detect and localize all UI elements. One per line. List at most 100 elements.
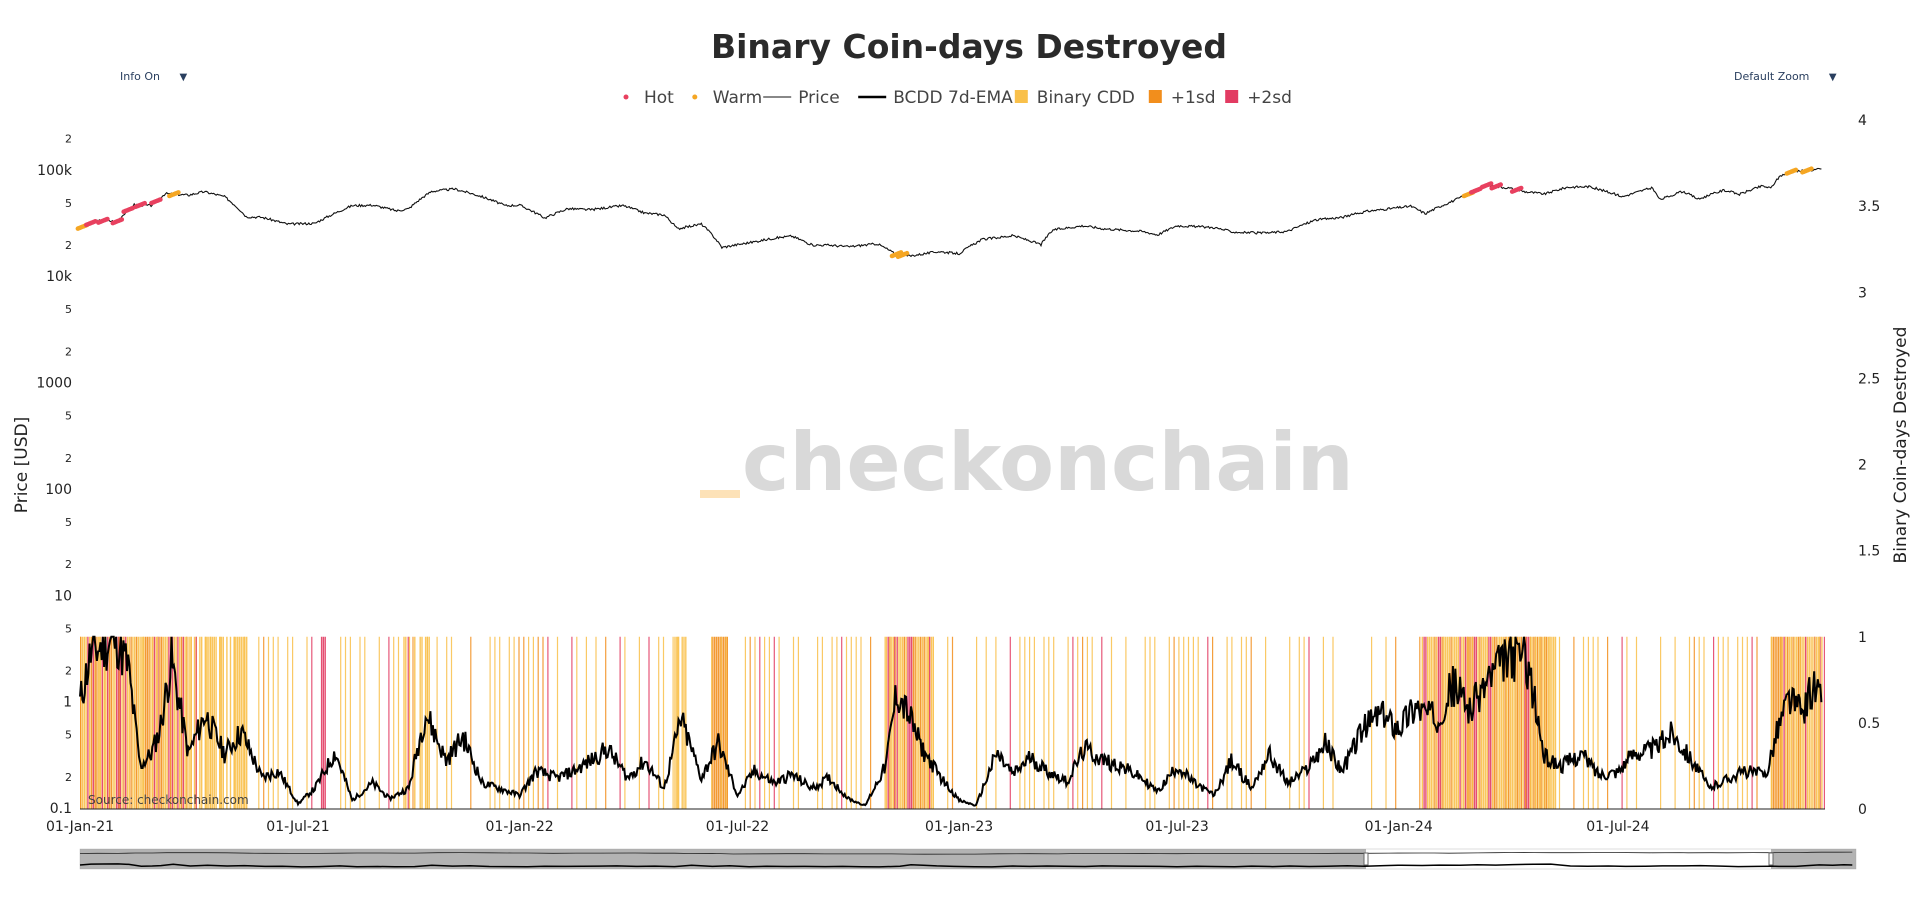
y-right-axis: 0 0.5 1 1.5 2 2.5 3 3.5 4 bbox=[1858, 113, 1880, 818]
binary-cdd-bar bbox=[845, 636, 848, 809]
binary-cdd-bar bbox=[240, 636, 242, 809]
binary-cdd-bar bbox=[405, 636, 407, 809]
binary-cdd-bar bbox=[595, 636, 597, 809]
binary-cdd-bar bbox=[128, 636, 130, 809]
x-tick-label: 01-Jan-22 bbox=[486, 819, 554, 835]
hot-marker bbox=[1518, 185, 1524, 191]
y-left-tick-label: 2 bbox=[65, 665, 72, 678]
binary-cdd-bar bbox=[995, 636, 997, 809]
binary-cdd-bar bbox=[1168, 636, 1170, 809]
binary-cdd-bar bbox=[1245, 636, 1247, 809]
binary-cdd-bar bbox=[1446, 636, 1449, 809]
binary-cdd-bar bbox=[344, 636, 347, 809]
legend-item--2sd[interactable]: +2sd bbox=[1225, 88, 1292, 108]
binary-cdd-bar bbox=[407, 636, 409, 809]
binary-cdd-bar bbox=[1626, 636, 1628, 809]
legend-swatch bbox=[692, 94, 698, 100]
binary-cdd-bar bbox=[925, 636, 927, 809]
binary-cdd-bar bbox=[901, 636, 904, 809]
binary-cdd-bar bbox=[306, 636, 308, 809]
chart-title: Binary Coin-days Destroyed bbox=[711, 27, 1227, 66]
binary-cdd-bar bbox=[267, 636, 270, 809]
y-left-tick-label: 1 bbox=[63, 695, 72, 711]
binary-cdd-bar bbox=[1082, 636, 1084, 809]
y-right-tick-label: 0 bbox=[1858, 802, 1867, 818]
binary-cdd-bar bbox=[528, 636, 530, 809]
binary-cdd-bar bbox=[206, 636, 208, 809]
binary-cdd-bar bbox=[1520, 636, 1522, 809]
hot-marker bbox=[142, 200, 147, 206]
binary-cdd-bar bbox=[619, 636, 621, 809]
binary-cdd-bar bbox=[1823, 636, 1825, 809]
binary-cdd-bar bbox=[1154, 636, 1156, 809]
binary-cdd-bar bbox=[892, 636, 895, 809]
y-left-tick-label: 2 bbox=[65, 239, 72, 252]
binary-cdd-bar bbox=[1423, 636, 1425, 809]
binary-cdd-bar bbox=[1746, 636, 1748, 809]
legend-item--1sd[interactable]: +1sd bbox=[1148, 88, 1216, 108]
binary-cdd-bar bbox=[235, 636, 237, 809]
x-tick-label: 01-Jan-23 bbox=[925, 819, 993, 835]
legend-swatch bbox=[1148, 90, 1162, 103]
legend-item-bcdd-7d-ema[interactable]: BCDD 7d-EMA bbox=[858, 88, 1013, 108]
binary-cdd-bar bbox=[104, 636, 106, 809]
binary-cdd-bar bbox=[322, 636, 325, 809]
info-toggle-dropdown[interactable]: Info On ▼ bbox=[120, 68, 187, 86]
legend-item-warm[interactable]: Warm bbox=[692, 88, 762, 108]
binary-cdd-bar bbox=[725, 636, 727, 809]
binary-cdd-bar bbox=[393, 636, 395, 809]
binary-cdd-bar bbox=[112, 636, 114, 809]
binary-cdd-bar bbox=[685, 636, 687, 809]
binary-cdd-bar bbox=[87, 636, 89, 809]
binary-cdd-bar bbox=[110, 636, 112, 809]
binary-cdd-bar bbox=[142, 636, 144, 809]
binary-cdd-bar bbox=[1717, 636, 1719, 809]
zoom-select-dropdown[interactable]: Default Zoom ▼ bbox=[1734, 68, 1837, 86]
watermark-text: checkonchain bbox=[742, 416, 1354, 509]
binary-cdd-bar bbox=[1475, 636, 1477, 809]
range-slider-handle-right[interactable] bbox=[1768, 852, 1774, 866]
y-right-tick-label: 0.5 bbox=[1858, 716, 1880, 732]
legend-item-hot[interactable]: Hot bbox=[623, 88, 675, 108]
binary-cdd-bar bbox=[226, 636, 228, 809]
binary-cdd-bar bbox=[1534, 636, 1536, 809]
binary-cdd-bar bbox=[188, 636, 190, 809]
legend-item-binary-cdd[interactable]: Binary CDD bbox=[1014, 88, 1135, 108]
binary-cdd-bar bbox=[80, 636, 82, 809]
binary-cdd-bar bbox=[1513, 636, 1515, 809]
legend-item-price[interactable]: Price bbox=[763, 88, 840, 108]
binary-cdd-bar bbox=[1033, 636, 1035, 809]
binary-cdd-bar bbox=[907, 636, 909, 809]
binary-cdd-bar bbox=[850, 636, 852, 809]
binary-cdd-bar bbox=[1395, 636, 1397, 809]
binary-cdd-bar bbox=[1772, 636, 1774, 809]
binary-cdd-bar bbox=[720, 636, 722, 809]
chart-legend[interactable]: Hot Warm Price BCDD 7d-EMA Binary CDD +1sd +2s… bbox=[623, 88, 1292, 108]
binary-cdd-bar bbox=[1434, 636, 1436, 809]
hot-marker bbox=[105, 216, 110, 222]
y-left-tick-label: 0.1 bbox=[50, 801, 72, 817]
range-slider[interactable] bbox=[79, 848, 1857, 870]
binary-cdd-bar bbox=[1332, 636, 1334, 809]
binary-cdd-bar bbox=[412, 636, 414, 809]
binary-cdd-bar bbox=[1455, 636, 1458, 809]
x-tick-label: 01-Jul-23 bbox=[1145, 819, 1208, 835]
binary-cdd-bar bbox=[263, 636, 265, 809]
binary-cdd-bar bbox=[126, 636, 129, 809]
binary-cdd-bar bbox=[898, 636, 900, 809]
binary-cdd-bar bbox=[378, 636, 380, 809]
binary-cdd-bar bbox=[1607, 636, 1609, 809]
chevron-down-icon: ▼ bbox=[179, 72, 188, 83]
binary-cdd-bar bbox=[1792, 636, 1794, 809]
binary-cdd-bar bbox=[170, 636, 172, 809]
binary-cdd-bar bbox=[1511, 636, 1513, 809]
binary-cdd-bar bbox=[421, 636, 423, 809]
binary-cdd-bar bbox=[177, 636, 179, 809]
range-slider-handle-left[interactable] bbox=[1363, 852, 1369, 866]
binary-cdd-bar bbox=[171, 636, 174, 809]
hot-marker bbox=[158, 197, 163, 202]
legend-label: Price bbox=[798, 88, 839, 108]
binary-cdd-bar bbox=[1486, 636, 1488, 809]
binary-cdd-bar bbox=[1674, 636, 1676, 809]
y-left-tick-label: 5 bbox=[65, 197, 72, 210]
